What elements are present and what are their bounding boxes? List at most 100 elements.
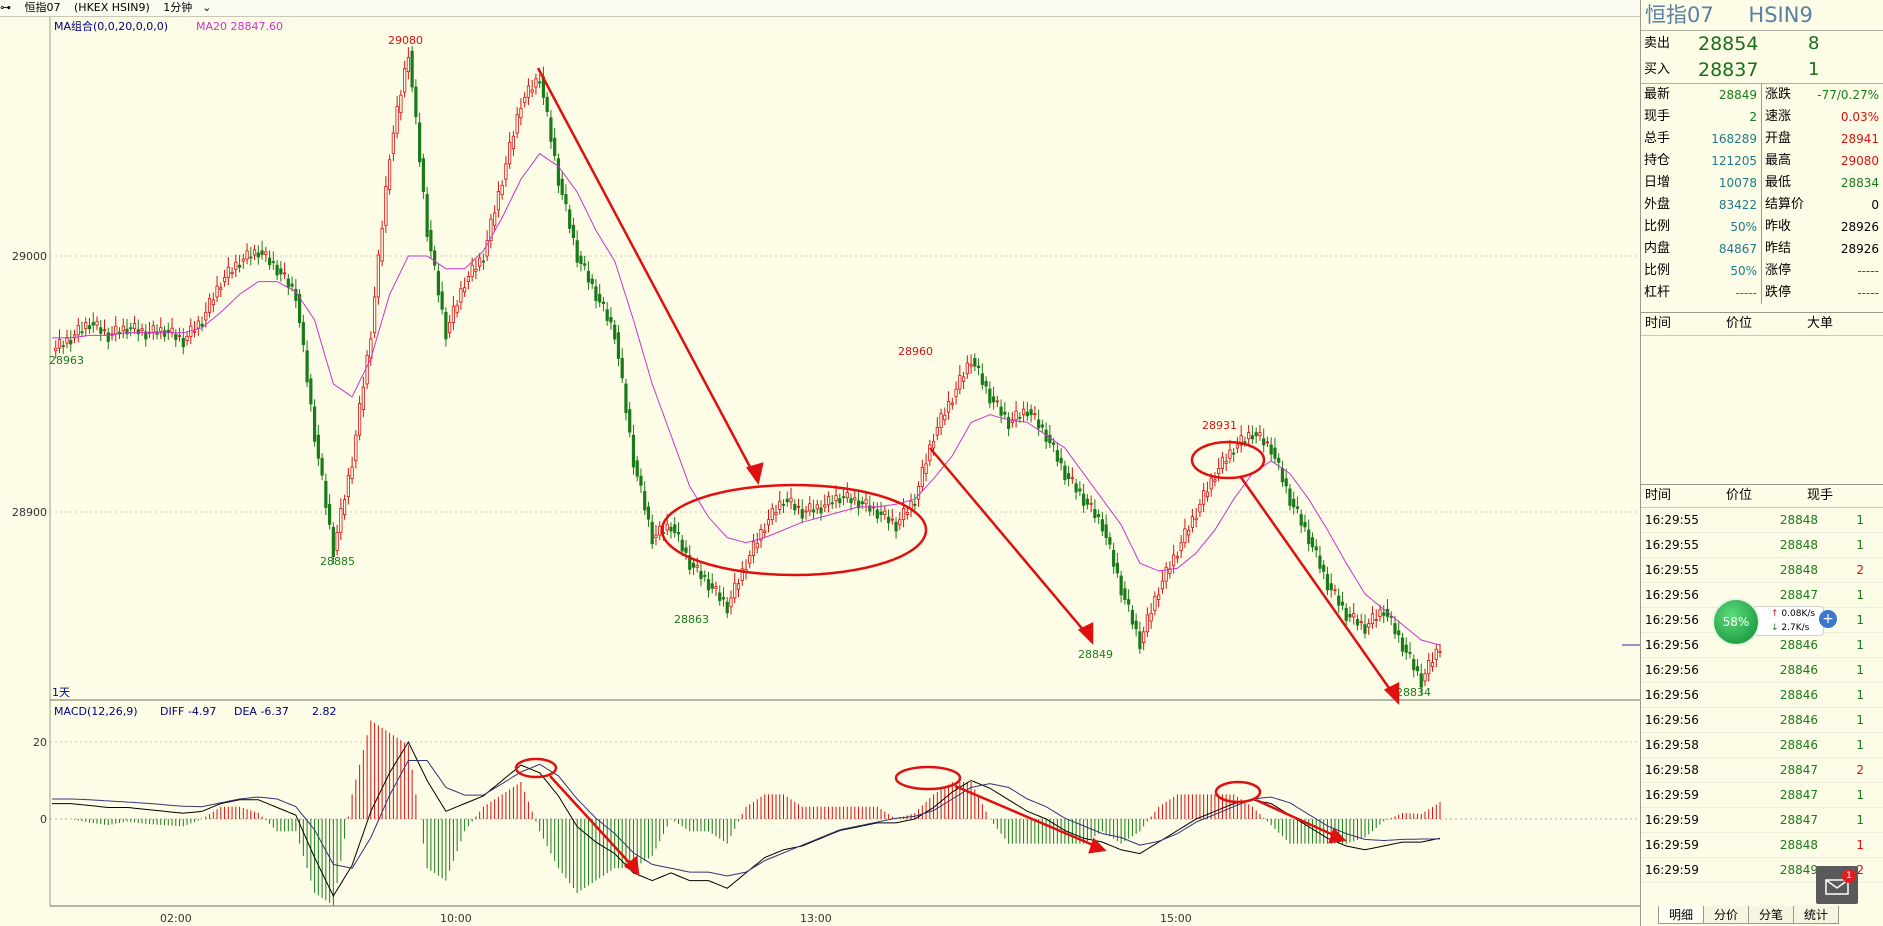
candle-body [950,402,954,405]
candle-body [695,564,699,568]
candle-body [568,209,572,229]
diff-line [52,740,1441,898]
tick-row[interactable]: 16:29:59 28848 1 [1641,833,1883,858]
quote-value: 168289 [1711,132,1757,146]
tick-row[interactable]: 16:29:59 28849 2 [1641,858,1883,883]
candle-body [534,78,538,88]
candle-body [125,328,129,335]
annotation-low-2: 28863 [674,613,709,626]
tick-row[interactable]: 16:29:58 28847 2 [1641,758,1883,783]
period-selector[interactable]: 1分钟 ⌄ [163,1,212,14]
candle-body [1059,457,1063,464]
tick-row[interactable]: 16:29:55 28848 1 [1641,533,1883,558]
quote-label: 持仓 [1644,153,1671,168]
candle-body [976,365,981,369]
tick-qty: 2 [1856,563,1864,577]
tick-row[interactable]: 16:29:59 28847 1 [1641,808,1883,833]
candle-body [515,114,519,134]
tick-row[interactable]: 16:29:56 28846 1 [1641,683,1883,708]
candle-body [830,502,834,505]
candle-body [436,270,440,296]
tab-ticks[interactable]: 分笔 [1748,906,1795,924]
quote-value: 29080 [1840,154,1879,168]
tick-row[interactable]: 16:29:56 28846 1 [1641,633,1883,658]
symbol-name[interactable]: 恒指07 [24,1,61,14]
quote-cell: 总手 168289 [1641,128,1762,150]
quote-cell: 比例 50% [1641,216,1762,238]
candle-body [1052,442,1056,445]
tick-price: 28847 [1779,788,1818,802]
download-arrow-icon: ↓ [1771,623,1779,633]
quote-cell: 昨收 28926 [1762,216,1883,238]
quote-table: 最新 28849 涨跌 -77/0.27% 现手 2 速涨 0.03% 总手 168289 开盘 28… [1641,84,1883,304]
main-chart[interactable]: 29000 28900 20 0 02:00 10:00 13:00 15:00… [0,0,1640,926]
candle-body [1382,612,1386,616]
candle-body [1329,583,1333,591]
memory-ball[interactable]: 58% [1712,598,1760,646]
tick-list[interactable]: 16:29:55 28848 1 16:29:55 28848 1 16:29:55 2884… [1641,508,1883,883]
candle-body [1258,432,1262,437]
candle-body [935,427,939,436]
ma-label[interactable]: MA组合(0,0,20,0,0,0) [54,19,168,33]
tick-price: 28846 [1779,713,1818,727]
candle-body [174,333,178,340]
candle-body [327,503,332,525]
candle-body [853,497,857,501]
tick-row[interactable]: 16:29:59 28847 1 [1641,783,1883,808]
candle-body [631,434,636,468]
candle-body [579,255,583,265]
candle-body [999,406,1003,416]
candle-body [841,496,846,499]
candle-body [440,291,444,310]
quote-value: 28941 [1840,132,1879,146]
candle-body [1078,488,1082,492]
candle-body [1415,666,1420,672]
annotation-low-4: 28834 [1396,686,1431,699]
quote-value: ----- [1735,286,1757,300]
quote-label: 最高 [1765,153,1792,168]
annotation-low-3: 28849 [1078,648,1113,661]
candle-body [1153,596,1157,611]
bid-row[interactable]: 买入 28837 1 [1641,57,1883,83]
candle-body [166,329,170,333]
tick-row[interactable]: 16:29:56 28846 1 [1641,658,1883,683]
quote-panel: 恒指07 HSIN9 卖出 28854 8 买入 28837 1 最新 28849… [1640,0,1883,926]
candle-body [1269,444,1273,455]
candle-body [1325,574,1330,591]
ask-row[interactable]: 卖出 28854 8 [1641,31,1883,57]
mail-badge: 1 [1842,869,1856,883]
candle-body [898,519,902,526]
candle-body [1160,580,1164,590]
trend-drawings [514,67,1400,877]
candle-body [170,327,174,333]
plus-icon[interactable]: + [1819,610,1837,628]
candle-body [718,592,722,601]
candle-body [271,261,275,264]
tab-price-levels[interactable]: 分价 [1703,906,1750,924]
candle-body [84,322,88,330]
tick-row[interactable]: 16:29:56 28846 1 [1641,708,1883,733]
candle-body [395,106,399,134]
candle-body [500,184,504,195]
macd-label[interactable]: MACD(12,26,9) [54,705,138,718]
candle-body [151,325,155,333]
candle-body [1352,612,1356,618]
candle-body [1355,619,1360,626]
candle-body [1340,601,1345,606]
network-speed-widget[interactable]: ↑ 0.08K/s ↓ 2.7K/s 58% + [1712,598,1842,646]
tick-row[interactable]: 16:29:55 28848 1 [1641,508,1883,533]
candle-body [1412,659,1416,671]
candle-body [234,261,238,270]
candle-body [316,434,320,459]
quote-value: -77/0.27% [1817,88,1879,102]
candle-body [1314,546,1318,551]
tick-row[interactable]: 16:29:58 28846 1 [1641,733,1883,758]
mail-button[interactable]: 1 [1816,866,1858,904]
candle-body [1194,517,1198,521]
tab-details[interactable]: 明细 [1658,906,1705,924]
candle-body [309,378,313,405]
candle-body [1265,441,1270,444]
candle-body [1430,662,1435,668]
tick-row[interactable]: 16:29:55 28848 2 [1641,558,1883,583]
tab-statistics[interactable]: 统计 [1793,906,1840,924]
